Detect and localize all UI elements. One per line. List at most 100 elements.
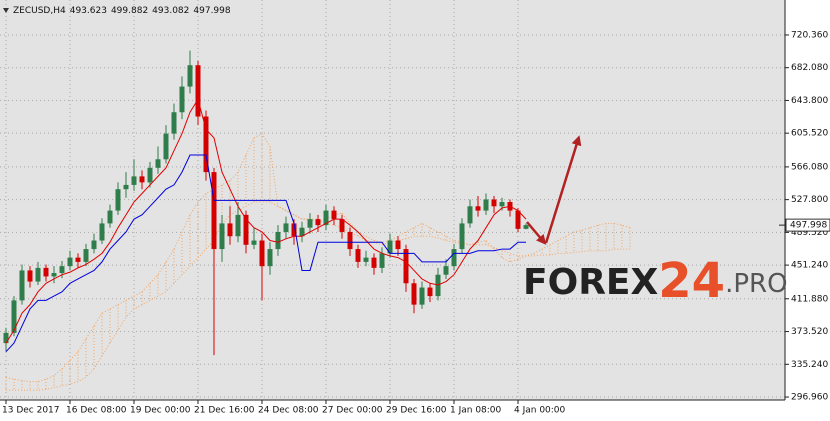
x-tick-label: 29 Dec 16:00 <box>386 406 447 416</box>
logo-part: FOREX <box>523 262 659 303</box>
logo-part: 24 <box>658 253 725 309</box>
candle-body <box>427 287 433 297</box>
header-item: 493.623 <box>70 6 107 16</box>
cloud-edge <box>5 132 631 383</box>
plot-layer <box>0 0 785 400</box>
candle-body <box>187 65 193 87</box>
candle-body <box>467 206 473 224</box>
candle-body <box>163 133 169 160</box>
candle-body <box>243 214 249 245</box>
header-icon <box>3 8 9 13</box>
candle-body <box>27 270 33 282</box>
candle-body <box>339 219 345 232</box>
candle-body <box>131 176 137 185</box>
candle-body <box>43 267 49 277</box>
candle-body <box>315 219 321 226</box>
candle-body <box>115 189 121 211</box>
header-item: ZECUSD,H4 <box>13 6 66 16</box>
candle-body <box>291 223 297 237</box>
candle-body <box>219 223 225 250</box>
candle-body <box>523 225 529 229</box>
header-item: 499.882 <box>111 6 148 16</box>
candle-body <box>195 65 201 117</box>
candle-body <box>443 266 449 275</box>
candle-body <box>411 283 417 305</box>
candle-body <box>75 257 81 262</box>
candle-body <box>211 172 217 250</box>
candle-body <box>99 223 105 241</box>
candle-body <box>355 249 361 262</box>
candle-body <box>235 214 241 237</box>
y-tick-label: 373.520 <box>791 327 828 337</box>
candle-body <box>251 240 257 245</box>
candle-body <box>11 300 17 333</box>
arrow-up <box>544 135 582 244</box>
candle-body <box>227 223 233 237</box>
candle-body <box>3 332 9 344</box>
candle-body <box>67 257 73 267</box>
logo-part: .PRO <box>725 269 787 299</box>
candle-body <box>491 199 497 207</box>
candle-body <box>179 86 185 113</box>
candle-body <box>35 267 41 282</box>
candle-body <box>139 176 145 183</box>
candle-body <box>387 240 393 254</box>
x-tick-label: 19 Dec 00:00 <box>130 406 191 416</box>
candle-body <box>379 253 385 268</box>
x-tick-label: 27 Dec 00:00 <box>322 406 383 416</box>
candle-body <box>275 231 281 250</box>
candle-body <box>331 210 337 220</box>
candle-body <box>259 240 265 267</box>
y-tick-label: 489.520 <box>791 228 828 238</box>
candle-body <box>419 287 425 305</box>
y-tick-label: 643.800 <box>791 96 828 106</box>
y-tick-label: 451.240 <box>791 261 828 271</box>
indicator-line <box>5 98 527 344</box>
x-tick-label: 1 Jan 08:00 <box>450 406 502 416</box>
y-tick-label: 566.080 <box>791 162 828 172</box>
indicator-line <box>5 154 526 353</box>
candle-body <box>123 184 129 190</box>
candle-body <box>371 257 377 268</box>
candle-body <box>83 249 89 262</box>
x-tick-label: 4 Jan 00:00 <box>514 406 566 416</box>
candle-body <box>59 266 65 274</box>
candle-body <box>459 223 465 250</box>
candle-body <box>299 227 305 237</box>
candle-body <box>451 249 457 267</box>
y-tick-label: 296.960 <box>791 393 828 403</box>
header-item: 493.082 <box>152 6 189 16</box>
x-tick-label: 16 Dec 08:00 <box>66 406 127 416</box>
candle-body <box>483 199 489 211</box>
y-tick-label: 527.800 <box>791 195 828 205</box>
x-tick-label: 21 Dec 16:00 <box>194 406 255 416</box>
candle-body <box>499 202 505 207</box>
candle-body <box>307 219 313 228</box>
x-tick-label: 13 Dec 2017 <box>2 406 60 416</box>
candle-body <box>171 112 177 134</box>
candle-body <box>283 223 289 232</box>
candle-body <box>203 116 209 173</box>
y-tick-label: 720.360 <box>791 30 828 40</box>
logo: FOREX24.PRO <box>523 253 788 309</box>
candle-body <box>51 273 57 277</box>
arrow-down <box>526 221 547 245</box>
y-tick-label: 335.240 <box>791 360 828 370</box>
candle-body <box>347 231 353 250</box>
candle-body <box>475 206 481 211</box>
candle-body <box>363 257 369 262</box>
candle-body <box>267 249 273 267</box>
candle-body <box>155 159 161 168</box>
y-tick-label: 605.520 <box>791 129 828 139</box>
candle-body <box>147 167 153 183</box>
candle-body <box>107 210 113 224</box>
y-tick-label: 411.880 <box>791 294 828 304</box>
last-price-label: 497.998 <box>790 221 827 231</box>
header-item: 497.998 <box>193 6 230 16</box>
last-price-box <box>785 218 830 232</box>
header: ZECUSD,H4 493.623 499.882 493.082 497.998 <box>13 6 231 16</box>
x-tick-label: 24 Dec 08:00 <box>258 406 319 416</box>
candle-body <box>395 240 401 250</box>
candle-body <box>403 249 409 284</box>
